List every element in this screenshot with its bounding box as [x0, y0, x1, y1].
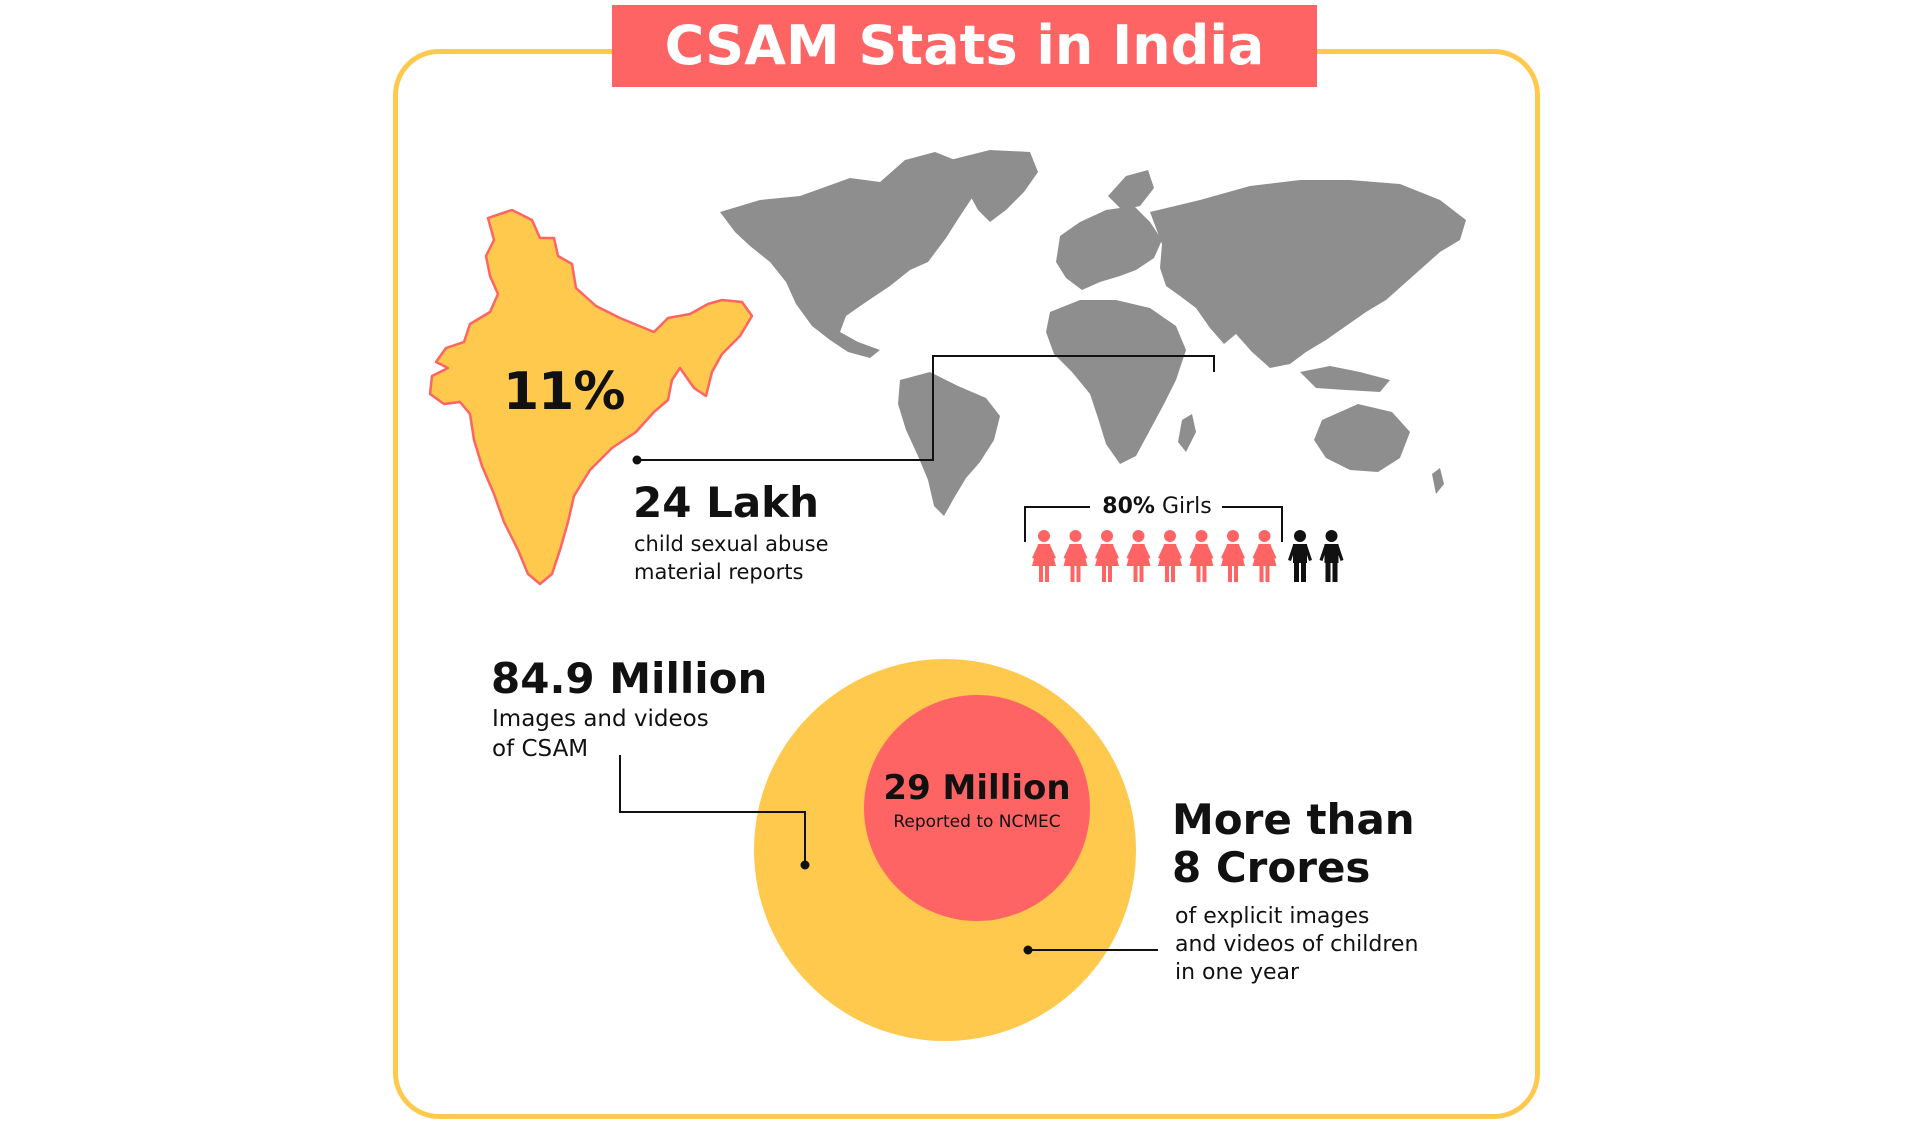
inner-circle [864, 695, 1090, 921]
girls-word: Girls [1161, 494, 1212, 519]
girl-icon [1221, 530, 1245, 582]
girl-icon [1189, 530, 1214, 582]
lakh-desc-line1: child sexual abuse [634, 532, 829, 556]
girl-icon [1063, 530, 1088, 582]
boy-icon [1319, 530, 1344, 582]
india-percent: 11% [503, 362, 625, 422]
crores-desc-line2: and videos of children [1175, 932, 1419, 957]
million-desc-line1: Images and videos [492, 706, 709, 732]
crores-line1: More than [1172, 795, 1415, 844]
ncmec-value: 29 Million [883, 768, 1071, 808]
girl-icon [1095, 530, 1119, 582]
million-value: 84.9 Million [491, 654, 768, 703]
girls-label: 80% Girls [1096, 492, 1218, 522]
page-title: CSAM Stats in India [612, 5, 1317, 87]
girl-icon [1126, 530, 1151, 582]
girl-icon [1032, 530, 1056, 582]
lakh-desc-line2: material reports [634, 560, 804, 584]
ncmec-label: Reported to NCMEC [893, 812, 1061, 832]
crores-desc-line1: of explicit images [1175, 904, 1370, 929]
girl-icon [1252, 530, 1277, 582]
boy-icon [1288, 530, 1312, 582]
lakh-value: 24 Lakh [633, 478, 820, 527]
girls-percent: 80% [1102, 494, 1155, 519]
million-desc-line2: of CSAM [492, 736, 589, 762]
crores-desc-line3: in one year [1175, 960, 1300, 985]
crores-line2: 8 Crores [1172, 843, 1371, 892]
girl-icon [1158, 530, 1182, 582]
